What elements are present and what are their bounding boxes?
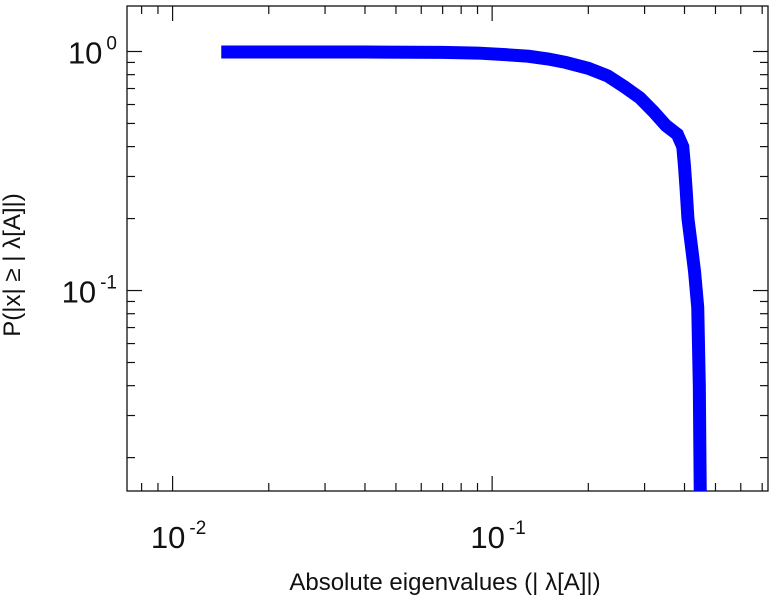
- x-tick-label: 10 -1: [470, 518, 525, 555]
- y-tick-label: 10 -1: [62, 273, 117, 310]
- plot-frame: [126, 5, 769, 492]
- y-axis-label: P(|x| ≥ | λ[A]|): [0, 193, 26, 336]
- eigenvalue-series-line: [221, 45, 707, 492]
- x-axis-label: Absolute eigenvalues (| λ[A]|): [289, 569, 600, 596]
- y-tick-label: 10 0: [68, 33, 117, 70]
- tick-layer: 10 -2 10 -1 10 0 10 -1: [62, 6, 768, 555]
- plot-layer: [126, 5, 769, 492]
- x-tick-label: 10 -2: [151, 518, 206, 555]
- label-layer: Absolute eigenvalues (| λ[A]|) P(|x| ≥ |…: [0, 193, 601, 596]
